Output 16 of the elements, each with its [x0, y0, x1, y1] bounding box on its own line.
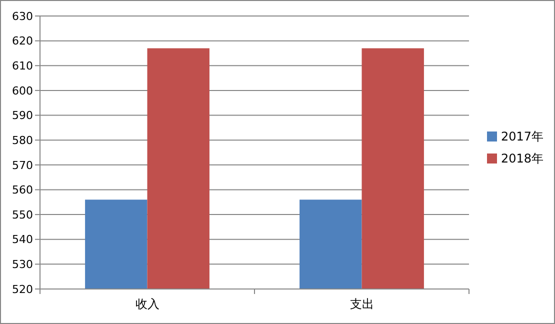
y-tick-label: 630	[12, 10, 33, 23]
y-tick-label: 540	[12, 233, 33, 246]
legend-label: 2017年	[501, 130, 544, 144]
y-tick-label: 580	[12, 134, 33, 147]
y-tick-label: 570	[12, 158, 33, 172]
y-tick-label: 610	[12, 59, 33, 72]
y-tick-label: 520	[12, 282, 33, 296]
y-tick-label: 620	[12, 34, 33, 48]
x-tick-label: 支出	[350, 297, 374, 311]
y-tick-label: 600	[12, 84, 33, 98]
y-tick-label: 550	[12, 208, 33, 222]
legend-label: 2018年	[501, 152, 544, 166]
y-tick-label: 530	[12, 258, 33, 272]
y-tick-label: 560	[12, 184, 33, 197]
x-tick-label: 收入	[135, 297, 160, 311]
y-tick-label: 590	[12, 109, 33, 122]
